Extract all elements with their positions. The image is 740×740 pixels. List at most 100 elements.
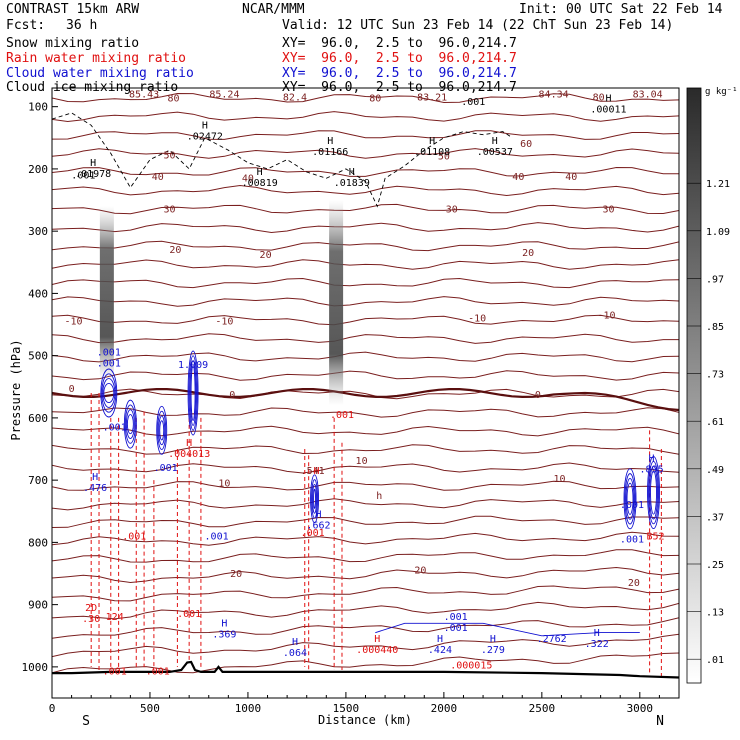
cloud-water-label: .2762 bbox=[537, 634, 567, 645]
cloud-water-label: 1.009 bbox=[178, 360, 208, 371]
temperature-contour bbox=[52, 333, 679, 344]
y-tick-label: 100 bbox=[28, 101, 48, 114]
rain-label: B52 bbox=[646, 531, 664, 542]
temperature-label: -10 bbox=[597, 310, 615, 321]
temperature-contour bbox=[52, 296, 679, 307]
rain-label: H bbox=[314, 466, 320, 477]
x-tick-label: 0 bbox=[49, 702, 56, 715]
temperature-contour bbox=[52, 407, 679, 418]
cloud-water-contour bbox=[649, 465, 658, 520]
center-name: NCAR/MMM bbox=[242, 2, 305, 17]
cloud-water-label-value: .322 bbox=[585, 639, 609, 650]
y-tick-label: 400 bbox=[28, 287, 48, 300]
cloud-water-label: H bbox=[292, 637, 298, 648]
temperature-label: 0 bbox=[535, 390, 541, 401]
temperature-contour bbox=[52, 92, 679, 104]
cloud-water-contour bbox=[647, 456, 660, 530]
temperature-contour bbox=[52, 388, 679, 400]
cloud-water-label: .001 bbox=[444, 612, 468, 623]
colorbar-unit: g kg⁻¹ bbox=[705, 87, 738, 97]
y-tick-label: 600 bbox=[28, 412, 48, 425]
y-tick-label: 800 bbox=[28, 536, 48, 549]
rain-label: .001 bbox=[103, 666, 127, 677]
cloud-water-contour bbox=[158, 415, 166, 446]
field-cloudwater-name: Cloud water mixing ratio bbox=[6, 66, 194, 81]
colorbar-tick-label: .85 bbox=[706, 322, 724, 333]
cloud-water-label: H bbox=[594, 628, 600, 639]
cloud-ice-label: H bbox=[605, 94, 611, 105]
cloud-water-label-value: .662 bbox=[306, 520, 330, 531]
cloud-water-label-value: .369 bbox=[212, 629, 236, 640]
cloud-water-label: H bbox=[315, 509, 321, 520]
temperature-label: 60 bbox=[520, 139, 532, 150]
temperature-contour bbox=[52, 148, 679, 159]
colorbar-tick-label: .13 bbox=[706, 608, 724, 619]
temperature-label: -10 bbox=[65, 317, 83, 328]
fcst-label: Fcst: bbox=[6, 18, 46, 33]
section-start-label: S bbox=[82, 714, 90, 729]
temperature-label: 30 bbox=[602, 204, 614, 215]
field-rain-name: Rain water mixing ratio bbox=[6, 51, 187, 66]
cloud-ice-label: H bbox=[90, 158, 96, 169]
temperature-label: 40 bbox=[242, 173, 254, 184]
rain-label: 124 bbox=[106, 612, 124, 623]
temperature-label: 40 bbox=[565, 172, 577, 183]
colorbar-tick-label: 1.09 bbox=[706, 227, 730, 238]
cloud-water-contour bbox=[375, 622, 640, 637]
rain-label: H bbox=[374, 634, 380, 645]
cloud-ice-label: H bbox=[429, 136, 435, 147]
rain-label: .001 bbox=[301, 528, 325, 539]
temperature-contour bbox=[52, 585, 679, 602]
cloud-water-contour bbox=[648, 460, 659, 525]
temperature-label: 80 bbox=[593, 92, 605, 103]
rain-label: .001 bbox=[177, 609, 201, 620]
field-snow-name: Snow mixing ratio bbox=[6, 36, 140, 51]
temperature-label: 85.24 bbox=[209, 89, 239, 100]
temperature-contour bbox=[52, 370, 679, 381]
y-tick-label: 900 bbox=[28, 599, 48, 612]
temperature-contour bbox=[52, 111, 679, 123]
cloud-water-contour bbox=[100, 368, 118, 418]
cloud-ice-label-value: .02472 bbox=[187, 131, 223, 142]
x-tick-label: 2500 bbox=[529, 702, 556, 715]
cloud-water-contour bbox=[102, 378, 116, 408]
temperature-contour bbox=[52, 617, 679, 639]
temperature-label: -10 bbox=[468, 313, 486, 324]
temperature-label: -10 bbox=[215, 317, 233, 328]
temperature-contour bbox=[52, 130, 679, 140]
cloud-ice-label-value: .00537 bbox=[477, 147, 513, 158]
temperature-contour bbox=[52, 652, 679, 674]
temperature-label: h bbox=[376, 491, 382, 502]
cloud-water-contour bbox=[650, 470, 657, 515]
colorbar-tick-label: .97 bbox=[706, 274, 724, 285]
cloud-water-label: .001 bbox=[620, 534, 644, 545]
temperature-contour bbox=[52, 240, 679, 252]
temperature-label: 30 bbox=[446, 204, 458, 215]
cloud-ice-label: H bbox=[202, 120, 208, 131]
cloud-ice-label-value: .01978 bbox=[75, 169, 111, 180]
colorbar bbox=[686, 87, 702, 684]
cloud-water-label: H bbox=[221, 618, 227, 629]
cloud-water-contour bbox=[188, 355, 198, 431]
cloud-water-contour bbox=[310, 474, 320, 524]
temperature-label: 0 bbox=[229, 390, 235, 401]
cloud-water-label: .001 bbox=[620, 500, 644, 511]
cloud-ice-label: H bbox=[327, 136, 333, 147]
y-tick-label: 700 bbox=[28, 474, 48, 487]
temperature-label: 82.4 bbox=[283, 92, 307, 103]
cloud-water-contour bbox=[313, 488, 317, 509]
y-tick-label: 300 bbox=[28, 225, 48, 238]
cloud-water-contour bbox=[159, 420, 165, 441]
temperature-label: 20 bbox=[414, 566, 426, 577]
cloud-water-contour bbox=[157, 410, 167, 450]
colorbar-tick-label: .73 bbox=[706, 370, 724, 381]
cloud-water-label-value: .064 bbox=[283, 648, 307, 659]
fcst-value: 36 h bbox=[66, 18, 98, 33]
temperature-contour bbox=[52, 601, 679, 620]
cloud-water-contour bbox=[187, 350, 199, 436]
model-title: CONTRAST 15km ARW bbox=[6, 2, 140, 17]
temperature-contour bbox=[52, 480, 679, 491]
temperature-label: 20 bbox=[230, 569, 242, 580]
temperature-label: 85.43 bbox=[129, 89, 159, 100]
x-tick-label: 500 bbox=[140, 702, 160, 715]
